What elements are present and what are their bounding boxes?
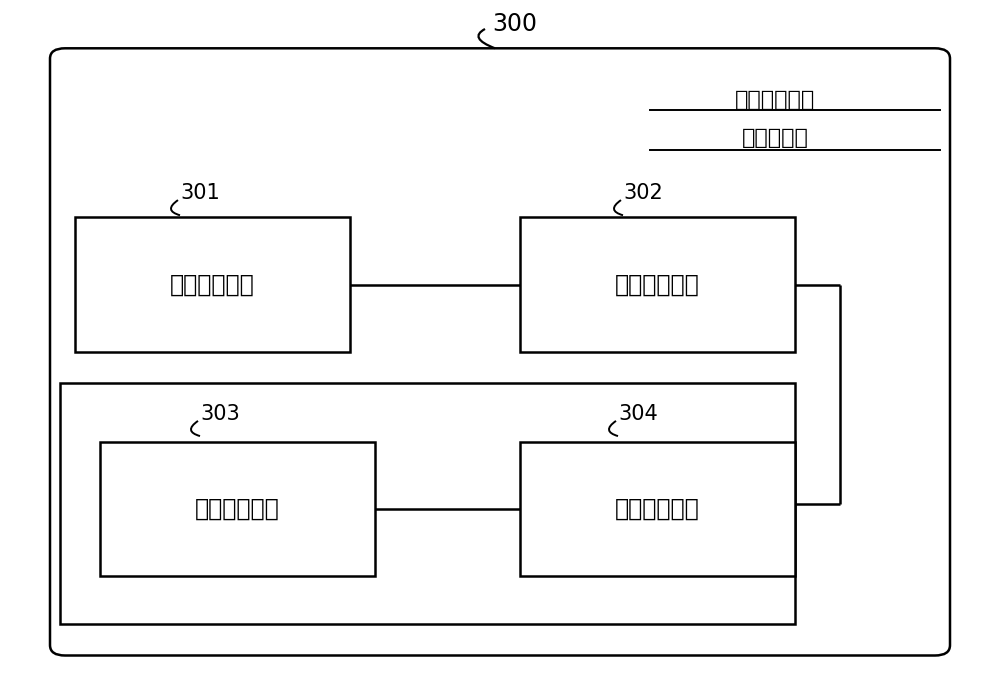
Text: 304: 304 (618, 404, 658, 424)
Text: 303: 303 (200, 404, 240, 424)
Text: 301: 301 (180, 184, 220, 203)
Text: 解析配置模块: 解析配置模块 (615, 497, 700, 521)
Bar (520, 217, 795, 352)
FancyBboxPatch shape (50, 48, 950, 655)
Bar (520, 442, 795, 576)
Text: 关联配置模块: 关联配置模块 (615, 273, 700, 297)
Text: 脚本创建模块: 脚本创建模块 (170, 273, 255, 297)
Text: 密钥获取模块: 密钥获取模块 (195, 497, 280, 521)
Bar (100, 442, 375, 576)
Bar (60, 383, 795, 624)
Text: 302: 302 (623, 184, 663, 203)
Text: 中间件加载动: 中间件加载动 (735, 90, 815, 110)
Text: 300: 300 (492, 12, 538, 36)
Bar (75, 217, 350, 352)
Text: 态密钥装置: 态密钥装置 (742, 128, 808, 148)
